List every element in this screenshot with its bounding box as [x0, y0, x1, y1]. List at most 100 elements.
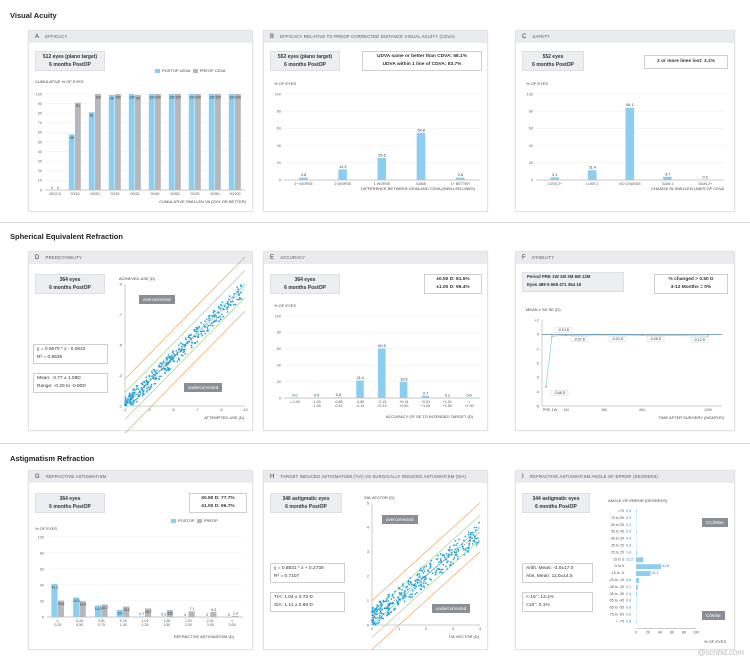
- scatter-point: [401, 583, 404, 586]
- scatter-point: [152, 373, 155, 376]
- scatter-point: [392, 596, 395, 599]
- scatter-point: [206, 328, 209, 330]
- scatter-point: [213, 320, 216, 322]
- scatter-point: [391, 594, 394, 597]
- scatter-point: [185, 338, 188, 341]
- bar: [128, 94, 135, 190]
- x-tick-label: 20/32: [191, 192, 200, 196]
- data-label: 0: [184, 613, 186, 617]
- x-tick-label: +1.50: [443, 404, 452, 408]
- scatter-point: [198, 325, 201, 328]
- data-label: 100: [189, 96, 195, 100]
- x-tick-label: +0.13: [377, 404, 386, 408]
- y-tick-label: 40: [277, 144, 281, 148]
- scatter-point: [464, 535, 467, 538]
- scatter-point: [476, 542, 478, 545]
- note-box: UDVA same or better than CDVA: 58.1% UDVA…: [362, 51, 482, 71]
- scatter-point: [408, 583, 411, 586]
- scatter-point: [217, 305, 220, 308]
- x-tick-label: 1M: [563, 408, 568, 412]
- x-tick-label: 1.50: [163, 623, 170, 627]
- scatter-point: [221, 313, 223, 316]
- bar: [168, 94, 175, 190]
- bar: [636, 598, 637, 604]
- data-label-box: [550, 390, 569, 396]
- x-tick-label: GAIN 2+: [698, 182, 712, 186]
- scatter-point: [407, 582, 410, 584]
- scatter-point: [143, 380, 145, 383]
- data-label-box: [554, 327, 573, 333]
- scatter-point: [456, 558, 459, 560]
- scatter-point: [167, 353, 170, 356]
- scatter-point: [430, 559, 433, 562]
- y-tick-label: 60: [38, 131, 42, 135]
- scatter-point: [418, 576, 420, 579]
- scatter-point: [379, 601, 382, 604]
- panel-c: C SAFETY 552 eyes 6 months PostOP 2 or mor…: [515, 30, 735, 212]
- scatter-point: [416, 574, 419, 577]
- x-tick-label: ≤: [57, 619, 59, 623]
- scatter-point: [379, 612, 382, 615]
- scatter-point: [443, 556, 446, 559]
- chart-b: 100 80 60 40 20 0 2.8 2+ WORSE 12.3 2 WORSE 25.6 1 …: [275, 92, 480, 186]
- scatter-point: [456, 542, 459, 545]
- scatter-point: [139, 393, 141, 396]
- bar: [79, 601, 86, 617]
- reference-line: [371, 539, 481, 638]
- scatter-point: [165, 369, 168, 372]
- reference-line: [124, 310, 246, 434]
- scatter-point: [378, 601, 381, 603]
- scatter-point: [135, 388, 138, 390]
- data-label: 0.3: [626, 523, 631, 527]
- data-label: -0.04 D: [612, 337, 624, 341]
- scatter-point: [403, 594, 406, 597]
- data-label: 11.4: [589, 166, 596, 170]
- bar: [210, 611, 217, 617]
- x-tick-label: 20/20: [91, 192, 100, 196]
- y-tick-label: 0: [40, 188, 42, 192]
- x-tick-label: 2+ WORSE: [294, 182, 313, 186]
- bar: [455, 177, 465, 180]
- scatter-point: [375, 622, 378, 625]
- scatter-point: [419, 575, 422, 578]
- x-tick-label: 1.00: [120, 623, 127, 627]
- y-tick-label: 15 to 5: [613, 557, 624, 561]
- scatter-point: [196, 340, 199, 343]
- data-label-box: [690, 337, 709, 343]
- x-tick-label: 3M: [601, 408, 606, 412]
- scatter-point: [151, 372, 154, 375]
- scatter-point: [177, 348, 180, 351]
- scatter-point: [453, 544, 456, 547]
- scatter-point: [240, 285, 242, 288]
- y-tick-label: -25 to -15: [609, 578, 624, 582]
- scatter-point: [236, 286, 239, 289]
- scatter-point: [219, 317, 222, 320]
- scatter-point: [371, 614, 374, 616]
- scatter-point: [377, 622, 380, 624]
- scatter-point: [434, 571, 437, 573]
- x-tick-label: 0.51: [98, 619, 105, 623]
- data-label: 4.8: [626, 578, 631, 582]
- y-tick-label: 20: [40, 599, 44, 603]
- x-tick-label: LOSS 1: [586, 182, 599, 186]
- scatter-point: [420, 569, 422, 572]
- section-title-visual: Visual Acuity: [10, 11, 57, 20]
- note-box: ±0.50 D: 81.5% ±1.00 D: 96.4%: [424, 274, 482, 294]
- scatter-point: [223, 305, 226, 308]
- scatter-point: [380, 616, 383, 618]
- data-label: 0.0: [314, 394, 319, 398]
- data-label: 100: [169, 96, 175, 100]
- scatter-point: [425, 565, 428, 568]
- x-tick-label: -7: [195, 408, 198, 412]
- scatter-point: [190, 337, 193, 340]
- scatter-point: [408, 595, 411, 598]
- data-label: 91: [76, 104, 80, 108]
- scatter-point: [140, 382, 143, 385]
- x-tick-label: -1.00: [313, 404, 321, 408]
- x-axis-label: % OF EYES: [703, 639, 726, 644]
- data-label: 0: [206, 613, 208, 617]
- scatter-point: [229, 304, 232, 307]
- data-point: [565, 334, 567, 337]
- data-label: 6.3: [211, 608, 216, 612]
- panel-i: I REFRACTIVE ASTIGMATISM ANGLE OF ERROR (…: [515, 470, 735, 650]
